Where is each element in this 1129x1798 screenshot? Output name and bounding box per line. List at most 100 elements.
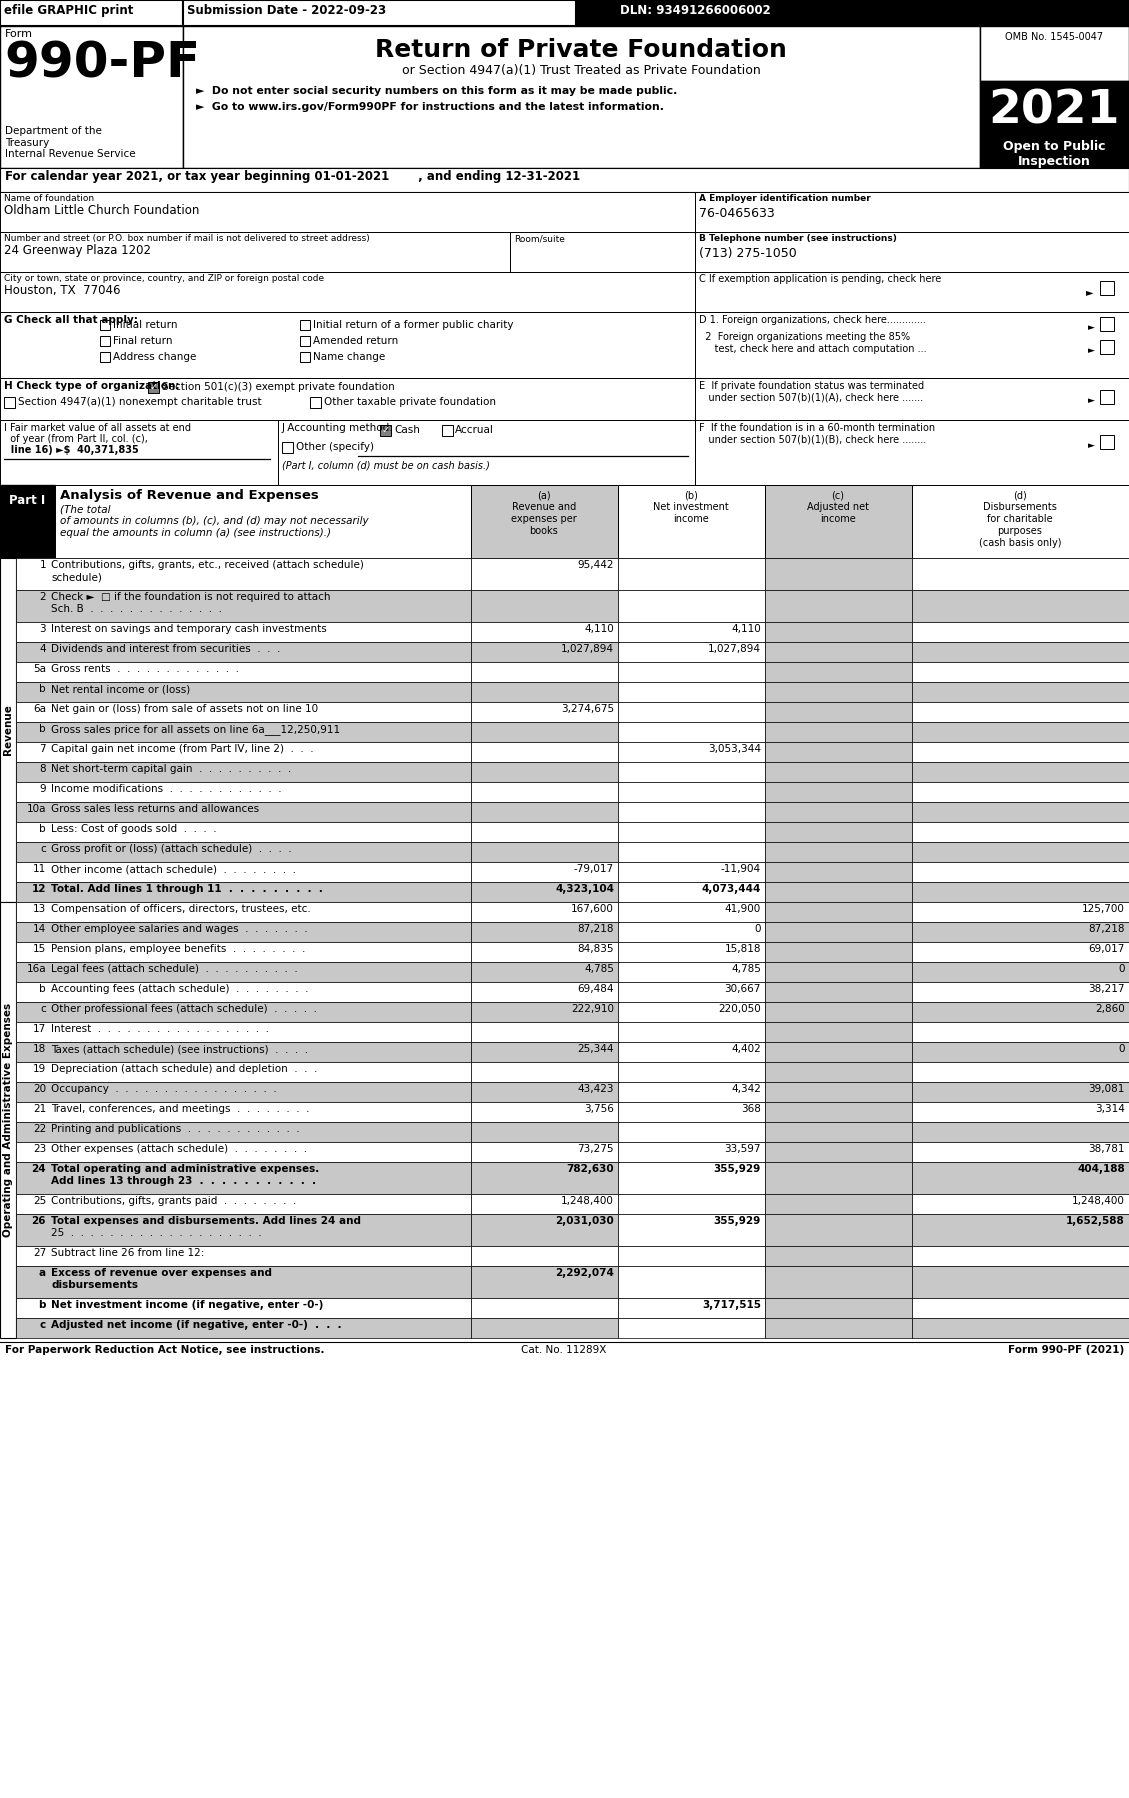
Bar — [16, 662, 471, 681]
Bar — [0, 421, 278, 485]
Text: (d): (d) — [1013, 491, 1027, 500]
Text: 25,344: 25,344 — [578, 1045, 614, 1054]
Bar — [16, 762, 471, 782]
Text: schedule): schedule) — [51, 572, 102, 583]
Text: Income modifications  .  .  .  .  .  .  .  .  .  .  .  .: Income modifications . . . . . . . . . .… — [51, 784, 281, 795]
Bar — [300, 352, 310, 361]
Text: Section 501(c)(3) exempt private foundation: Section 501(c)(3) exempt private foundat… — [161, 381, 395, 392]
Bar — [16, 1194, 471, 1214]
Bar — [471, 701, 618, 723]
Bar — [16, 1021, 471, 1043]
Bar — [912, 982, 1129, 1001]
Bar — [618, 782, 765, 802]
Bar — [618, 883, 765, 903]
Text: Net investment income (if negative, enter -0-): Net investment income (if negative, ente… — [51, 1300, 323, 1311]
Text: Occupancy  .  .  .  .  .  .  .  .  .  .  .  .  .  .  .  .  .: Occupancy . . . . . . . . . . . . . . . … — [51, 1084, 277, 1093]
Text: -11,904: -11,904 — [721, 865, 761, 874]
Bar — [765, 962, 912, 982]
Text: Excess of revenue over expenses and: Excess of revenue over expenses and — [51, 1268, 272, 1278]
Text: Gross sales less returns and allowances: Gross sales less returns and allowances — [51, 804, 260, 814]
Text: For Paperwork Reduction Act Notice, see instructions.: For Paperwork Reduction Act Notice, see … — [5, 1345, 324, 1356]
Text: 69,017: 69,017 — [1088, 944, 1124, 955]
Bar — [765, 1082, 912, 1102]
Bar — [765, 1266, 912, 1298]
Bar — [0, 0, 1129, 25]
Bar — [310, 397, 321, 408]
Bar — [765, 883, 912, 903]
Bar — [0, 313, 695, 378]
Bar — [16, 590, 471, 622]
Text: ►: ► — [1088, 396, 1095, 405]
Bar — [765, 701, 912, 723]
Text: Accrual: Accrual — [455, 424, 493, 435]
Bar — [912, 841, 1129, 861]
Bar — [765, 590, 912, 622]
Bar — [912, 1021, 1129, 1043]
Bar — [618, 1142, 765, 1162]
Bar — [1100, 280, 1114, 295]
Text: 95,442: 95,442 — [578, 559, 614, 570]
Bar — [618, 903, 765, 922]
Text: 19: 19 — [33, 1064, 46, 1073]
Text: 2,860: 2,860 — [1095, 1003, 1124, 1014]
Text: A Employer identification number: A Employer identification number — [699, 194, 870, 203]
Bar — [16, 1246, 471, 1266]
Bar — [16, 1266, 471, 1298]
Text: Depreciation (attach schedule) and depletion  .  .  .: Depreciation (attach schedule) and deple… — [51, 1064, 317, 1073]
Text: 4,342: 4,342 — [732, 1084, 761, 1093]
Bar — [765, 762, 912, 782]
Bar — [618, 982, 765, 1001]
Text: 1,027,894: 1,027,894 — [561, 644, 614, 654]
Text: Amended return: Amended return — [313, 336, 399, 345]
Text: ►  Go to www.irs.gov/Form990PF for instructions and the latest information.: ► Go to www.irs.gov/Form990PF for instru… — [196, 102, 664, 111]
Bar — [765, 1246, 912, 1266]
Bar — [471, 962, 618, 982]
Bar — [618, 802, 765, 822]
Bar — [16, 642, 471, 662]
Text: ►: ► — [1086, 288, 1094, 297]
Bar — [912, 922, 1129, 942]
Bar — [0, 271, 695, 313]
Text: Interest  .  .  .  .  .  .  .  .  .  .  .  .  .  .  .  .  .  .: Interest . . . . . . . . . . . . . . . .… — [51, 1025, 269, 1034]
Bar — [618, 557, 765, 590]
Text: expenses per: expenses per — [511, 514, 577, 523]
Text: 84,835: 84,835 — [578, 944, 614, 955]
Text: Legal fees (attach schedule)  .  .  .  .  .  .  .  .  .  .: Legal fees (attach schedule) . . . . . .… — [51, 964, 298, 975]
Bar — [618, 1162, 765, 1194]
Text: c: c — [41, 1003, 46, 1014]
Text: Total. Add lines 1 through 11  .  .  .  .  .  .  .  .  .: Total. Add lines 1 through 11 . . . . . … — [51, 885, 323, 894]
Bar — [765, 782, 912, 802]
Text: b: b — [40, 984, 46, 994]
Bar — [16, 681, 471, 701]
Bar — [618, 1246, 765, 1266]
Bar — [0, 232, 510, 271]
Text: Interest on savings and temporary cash investments: Interest on savings and temporary cash i… — [51, 624, 326, 635]
Bar — [471, 590, 618, 622]
Bar — [100, 320, 110, 331]
Text: Net short-term capital gain  .  .  .  .  .  .  .  .  .  .: Net short-term capital gain . . . . . . … — [51, 764, 291, 773]
Bar — [1100, 340, 1114, 354]
Bar — [16, 701, 471, 723]
Bar — [618, 662, 765, 681]
Bar — [0, 485, 55, 557]
Text: (a): (a) — [537, 491, 551, 500]
Text: 76-0465633: 76-0465633 — [699, 207, 774, 219]
Text: Net investment: Net investment — [653, 502, 729, 512]
Text: 24: 24 — [32, 1163, 46, 1174]
Text: disbursements: disbursements — [51, 1280, 138, 1289]
Bar — [471, 1043, 618, 1063]
Text: Oldham Little Church Foundation: Oldham Little Church Foundation — [5, 203, 200, 218]
Text: Form: Form — [5, 29, 33, 40]
Text: 2  Foreign organizations meeting the 85%
     test, check here and attach comput: 2 Foreign organizations meeting the 85% … — [699, 333, 927, 354]
Text: 368: 368 — [741, 1104, 761, 1115]
Bar — [100, 336, 110, 345]
Bar — [618, 1266, 765, 1298]
Bar — [765, 1142, 912, 1162]
Text: Name change: Name change — [313, 352, 385, 361]
Text: 167,600: 167,600 — [571, 904, 614, 913]
Bar — [912, 861, 1129, 883]
Bar — [16, 802, 471, 822]
Text: 0: 0 — [1119, 964, 1124, 975]
Bar — [912, 1162, 1129, 1194]
Bar — [471, 1082, 618, 1102]
